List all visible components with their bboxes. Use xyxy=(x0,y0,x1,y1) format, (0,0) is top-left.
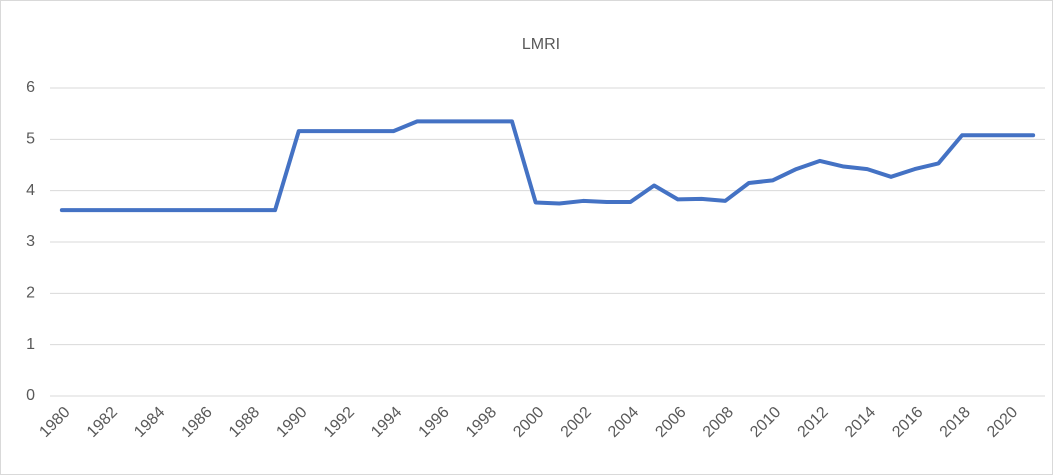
line xyxy=(59,119,1036,213)
y-tick-label: 1 xyxy=(26,336,35,353)
chart-title: LMRI xyxy=(522,36,560,53)
y-tick-label: 0 xyxy=(26,387,35,404)
y-tick-label: 6 xyxy=(26,79,35,96)
y-tick-label: 3 xyxy=(26,233,35,250)
y-tick-label: 4 xyxy=(26,182,35,199)
y-tick-label: 2 xyxy=(26,285,35,302)
y-tick-label: 5 xyxy=(26,131,35,148)
